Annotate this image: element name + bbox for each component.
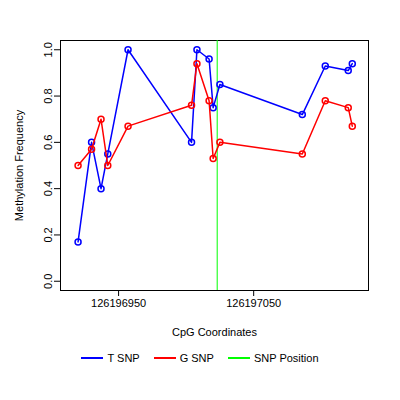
html-text:T SNP: T SNP (107, 352, 140, 364)
svg-text:0.2: 0.2 (42, 227, 54, 242)
svg-text:CpG Coordinates: CpG Coordinates (172, 326, 257, 338)
svg-text:0.4: 0.4 (42, 181, 54, 196)
svg-text:0.8: 0.8 (42, 88, 54, 103)
svg-text:126196950: 126196950 (91, 297, 146, 309)
html-text:SNP Position: SNP Position (253, 352, 319, 364)
svg-text:1.0: 1.0 (42, 42, 54, 57)
svg-text:0.6: 0.6 (42, 135, 54, 150)
svg-text:Methylation Frequency: Methylation Frequency (13, 109, 25, 221)
svg-text:0.0: 0.0 (42, 274, 54, 289)
html-text:G SNP: G SNP (179, 352, 214, 364)
svg-text:126197050: 126197050 (226, 297, 281, 309)
